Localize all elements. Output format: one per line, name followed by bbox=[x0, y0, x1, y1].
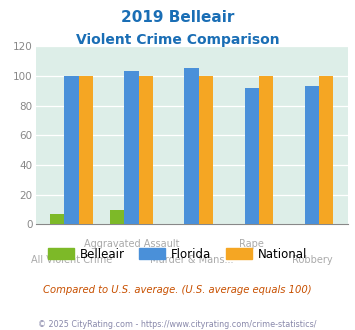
Text: Murder & Mans...: Murder & Mans... bbox=[150, 255, 234, 265]
Text: Violent Crime Comparison: Violent Crime Comparison bbox=[76, 33, 279, 47]
Bar bbox=[110, 210, 124, 224]
Bar bbox=[124, 72, 139, 224]
Text: All Violent Crime: All Violent Crime bbox=[31, 255, 112, 265]
Text: Compared to U.S. average. (U.S. average equals 100): Compared to U.S. average. (U.S. average … bbox=[43, 285, 312, 295]
Legend: Belleair, Florida, National: Belleair, Florida, National bbox=[43, 243, 312, 265]
Bar bbox=[139, 76, 153, 224]
Bar bbox=[199, 76, 213, 224]
Text: © 2025 CityRating.com - https://www.cityrating.com/crime-statistics/: © 2025 CityRating.com - https://www.city… bbox=[38, 320, 317, 329]
Bar bbox=[50, 214, 64, 224]
Bar bbox=[245, 88, 259, 224]
Text: Rape: Rape bbox=[239, 239, 264, 249]
Bar bbox=[319, 76, 333, 224]
Text: Aggravated Assault: Aggravated Assault bbox=[84, 239, 179, 249]
Bar bbox=[79, 76, 93, 224]
Bar bbox=[305, 86, 319, 224]
Bar bbox=[259, 76, 273, 224]
Bar bbox=[64, 76, 79, 224]
Text: Robbery: Robbery bbox=[291, 255, 332, 265]
Bar bbox=[185, 69, 199, 224]
Text: 2019 Belleair: 2019 Belleair bbox=[121, 10, 234, 25]
